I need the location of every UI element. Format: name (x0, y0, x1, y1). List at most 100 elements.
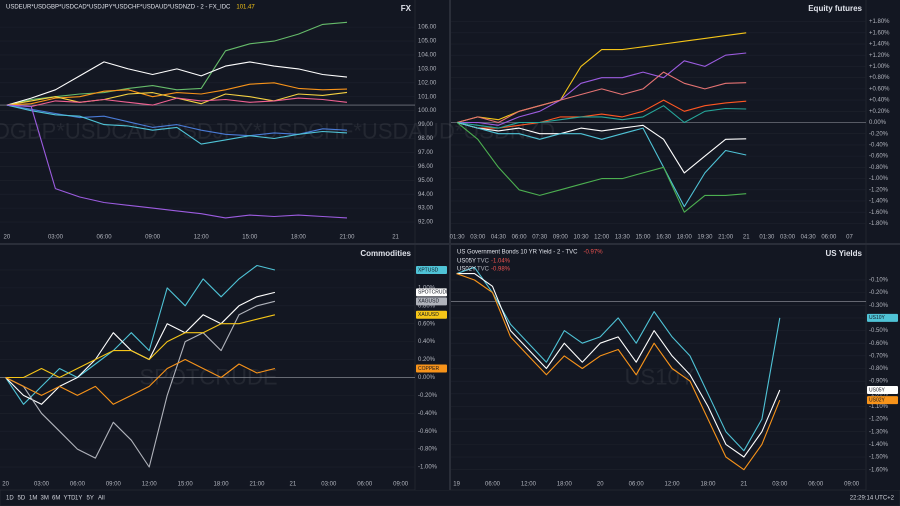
legend-source: TVC (477, 259, 490, 265)
series-line (456, 99, 747, 129)
y-tick-label: -1.00% (418, 465, 438, 471)
y-tick-label: 105.00 (418, 39, 437, 45)
x-tick-label: 20 (4, 235, 11, 241)
x-tick-label: 21:00 (339, 235, 355, 241)
range-button[interactable]: All (98, 496, 105, 502)
series-line (457, 105, 747, 129)
y-tick-label: 93.00 (418, 206, 434, 212)
price-tag (416, 364, 447, 373)
y-tick-label: -1.00% (869, 176, 889, 182)
range-button[interactable]: 1D (6, 496, 14, 502)
series-line (6, 104, 348, 219)
y-tick-label: +1.00% (869, 64, 890, 70)
x-tick-label: 01:30 (450, 235, 466, 241)
x-tick-label: 07 (846, 235, 853, 241)
y-tick-label: 97.00 (418, 150, 434, 156)
price-tag (867, 313, 898, 322)
x-tick-label: 18:00 (291, 235, 307, 241)
x-tick-label: 21 (741, 482, 748, 488)
range-button[interactable]: 5Y (87, 496, 94, 502)
price-tag (867, 386, 898, 394)
price-tag (416, 288, 447, 297)
y-tick-label: 0.40% (418, 339, 436, 345)
y-tick-label: 103.00 (418, 66, 437, 72)
y-tick-label: 100.00 (418, 108, 437, 114)
x-tick-label: 04:30 (491, 235, 507, 241)
range-button[interactable]: 5D (18, 496, 26, 502)
price-axis (866, 245, 900, 490)
range-button[interactable]: 1M (29, 496, 37, 502)
x-tick-label: 18:00 (700, 482, 716, 488)
y-tick-label: +1.80% (869, 19, 890, 25)
y-tick-label: -1.50% (869, 455, 889, 461)
price-tag (867, 396, 898, 405)
header-value: 101.47 (236, 5, 255, 11)
clock: 22:29:14 UTC+2 (850, 496, 895, 502)
y-tick-label: 106.00 (418, 25, 437, 31)
series-line (456, 121, 747, 208)
range-button[interactable]: 6M (52, 496, 60, 502)
y-tick-label: -0.70% (869, 353, 889, 359)
bottom-toolbar (0, 489, 900, 506)
y-tick-label: +1.60% (869, 30, 890, 36)
series-line (6, 82, 348, 106)
y-tick-label: -0.40% (418, 411, 438, 417)
watermark: SPOTCRUDE (139, 364, 277, 389)
y-tick-label: -1.30% (869, 429, 889, 435)
series-line (456, 266, 781, 452)
panel-title: Equity futures (808, 4, 862, 13)
panel-title: Commodities (360, 249, 411, 258)
x-tick-label: 21 (392, 235, 399, 241)
x-tick-label: 18:00 (557, 482, 573, 488)
y-tick-label: 0.60% (418, 321, 436, 327)
x-tick-label: 21:00 (249, 482, 265, 488)
y-tick-label: 104.00 (418, 53, 437, 59)
x-tick-label: 09:00 (106, 482, 122, 488)
legend-change: -0.98% (491, 267, 511, 273)
price-axis (415, 0, 449, 243)
y-tick-label: +1.40% (869, 42, 890, 48)
x-tick-label: 12:00 (594, 235, 610, 241)
x-tick-label: 09:00 (393, 482, 409, 488)
series-line (456, 32, 747, 124)
range-button[interactable]: YTD (64, 496, 77, 502)
price-tag-label: XAUUSD (418, 312, 439, 318)
price-tag-label: XAGUSD (418, 299, 440, 305)
y-tick-label: -1.20% (869, 417, 889, 423)
price-tag-label: COPPER (418, 366, 440, 372)
price-tag-label: US05Y (869, 387, 886, 393)
x-tick-label: 03:00 (321, 482, 337, 488)
y-tick-label: 0.20% (418, 357, 436, 363)
x-tick-label: 20 (597, 482, 604, 488)
x-tick-label: 07:30 (532, 235, 548, 241)
series-line (456, 273, 781, 458)
y-tick-label: +1.20% (869, 53, 890, 59)
x-tick-label: 12:00 (521, 482, 537, 488)
price-axis (866, 0, 900, 243)
y-tick-label: -0.10% (869, 278, 889, 284)
range-button[interactable]: 3M (41, 496, 49, 502)
x-tick-label: 19 (453, 482, 460, 488)
x-tick-label: 06:00 (70, 482, 86, 488)
range-button[interactable]: 1Y (75, 496, 82, 502)
series-line (456, 122, 747, 213)
x-tick-label: 06:00 (808, 482, 824, 488)
legend-name: US02Y (457, 267, 476, 273)
series-line (456, 273, 781, 471)
x-tick-label: 15:00 (178, 482, 194, 488)
legend-change: -1.04% (491, 259, 511, 265)
x-tick-label: 06:00 (357, 482, 373, 488)
x-tick-label: 03:00 (470, 235, 486, 241)
y-tick-label: -1.40% (869, 199, 889, 205)
x-tick-label: 10:30 (574, 235, 590, 241)
chart-header: US Government Bonds 10 YR Yield - 2 - TV… (457, 250, 578, 256)
series-line (5, 358, 276, 405)
series-line (6, 97, 348, 108)
x-tick-label: 16:30 (656, 235, 672, 241)
y-tick-label: +0.20% (869, 109, 890, 115)
x-tick-label: 06:00 (629, 482, 645, 488)
panel-title: US Yields (826, 249, 863, 258)
